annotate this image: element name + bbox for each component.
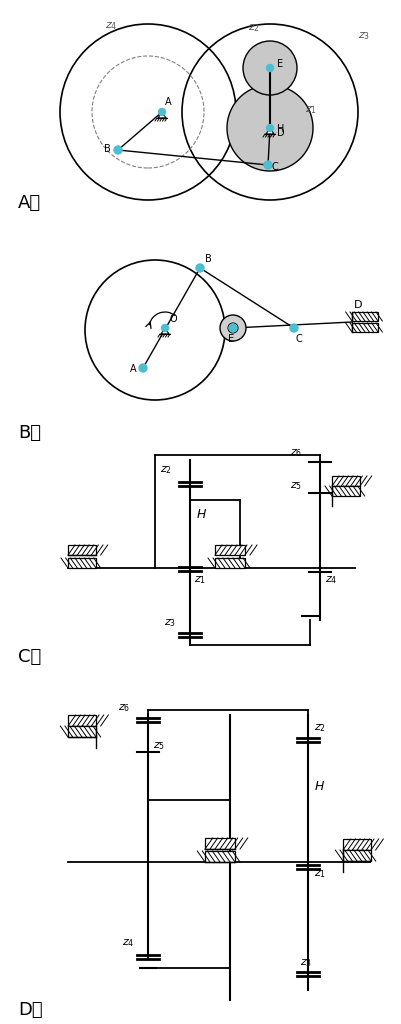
Bar	[68, 545, 96, 555]
Text: C: C	[271, 162, 278, 172]
Text: $z_1$: $z_1$	[194, 574, 206, 586]
Bar	[331, 486, 359, 496]
Polygon shape	[265, 128, 273, 134]
Circle shape	[227, 85, 312, 171]
Bar	[351, 323, 377, 332]
Text: $z_4$: $z_4$	[105, 20, 117, 32]
Bar	[331, 476, 359, 486]
Polygon shape	[158, 112, 166, 118]
Bar	[68, 558, 96, 568]
Text: $z_3$: $z_3$	[299, 957, 311, 969]
Circle shape	[266, 125, 273, 131]
Bar	[342, 839, 370, 850]
Bar	[215, 558, 244, 568]
Text: $z_4$: $z_4$	[122, 937, 134, 949]
Text: A: A	[130, 364, 136, 374]
Text: D: D	[276, 128, 284, 138]
Text: $H$: $H$	[313, 780, 324, 793]
Circle shape	[229, 324, 237, 332]
Text: D: D	[353, 300, 362, 310]
Text: A、: A、	[18, 194, 41, 212]
Circle shape	[227, 323, 237, 333]
Text: $z_5$: $z_5$	[153, 740, 165, 752]
Circle shape	[196, 264, 203, 272]
Text: $z_3$: $z_3$	[164, 617, 176, 629]
Text: B: B	[205, 254, 211, 264]
Text: $z_2$: $z_2$	[313, 722, 325, 734]
Text: B: B	[104, 144, 110, 154]
Circle shape	[219, 315, 245, 341]
Text: C: C	[295, 334, 302, 344]
Text: $z_2$: $z_2$	[160, 464, 172, 476]
Bar	[342, 850, 370, 861]
Text: $z_1$: $z_1$	[304, 104, 316, 116]
Bar	[68, 726, 96, 737]
Text: $H$: $H$	[196, 508, 207, 521]
Circle shape	[139, 364, 147, 372]
Text: $z_3$: $z_3$	[357, 30, 369, 42]
Circle shape	[114, 146, 122, 154]
Bar	[68, 715, 96, 726]
Bar	[205, 838, 235, 849]
Circle shape	[289, 324, 297, 332]
Circle shape	[263, 161, 271, 169]
Text: O: O	[170, 314, 177, 324]
Text: $z_1$: $z_1$	[313, 868, 325, 880]
Text: B、: B、	[18, 424, 41, 442]
Circle shape	[242, 41, 296, 95]
Text: A: A	[164, 97, 171, 106]
Text: $z_6$: $z_6$	[118, 702, 130, 714]
Text: E: E	[276, 59, 282, 69]
Circle shape	[266, 65, 273, 72]
Text: $z_2$: $z_2$	[247, 22, 259, 34]
Bar	[351, 312, 377, 321]
Text: $z_4$: $z_4$	[324, 574, 336, 586]
Text: C、: C、	[18, 648, 41, 666]
Text: $z_5$: $z_5$	[289, 480, 302, 492]
Polygon shape	[160, 328, 168, 334]
Bar	[215, 545, 244, 555]
Text: $z_6$: $z_6$	[289, 447, 302, 459]
Bar	[205, 851, 235, 862]
Text: D、: D、	[18, 1001, 43, 1019]
Text: E: E	[227, 334, 233, 344]
Circle shape	[158, 109, 165, 116]
Circle shape	[161, 325, 168, 332]
Text: H: H	[276, 124, 284, 134]
